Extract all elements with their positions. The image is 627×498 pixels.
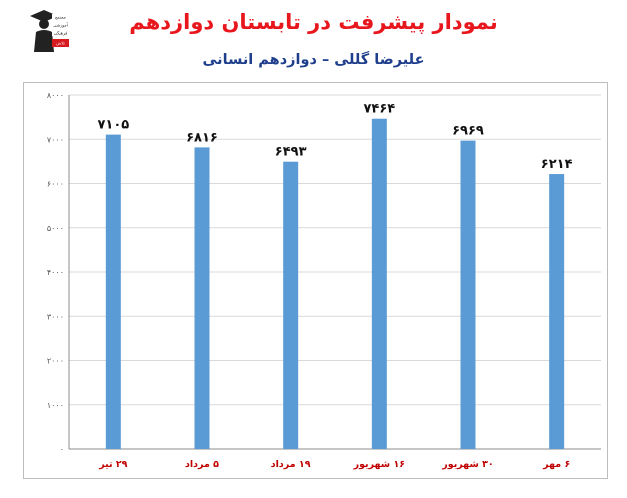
y-tick-label: ۵۰۰۰ bbox=[47, 224, 64, 233]
bar bbox=[194, 147, 210, 449]
bar bbox=[283, 161, 299, 449]
y-tick-label: ۰ bbox=[60, 445, 64, 454]
school-logo: مجتمع آموزشی فرهنگی تلاش bbox=[24, 6, 70, 54]
data-label: ۶۲۱۴ bbox=[541, 157, 573, 172]
bar bbox=[460, 140, 476, 449]
chart-area: ۰ ۱۰۰۰ ۲۰۰۰ ۳۰۰۰ ۴۰۰۰ ۵۰۰۰ ۶۰۰۰ ۷۰۰۰ ۸۰۰۰ ۷۱۰۵ ۲۹ … bbox=[23, 82, 608, 479]
data-label: ۶۹۶۹ bbox=[452, 124, 484, 139]
data-label: ۷۱۰۵ bbox=[97, 118, 129, 133]
x-tick-label: ۱۹ مرداد bbox=[271, 459, 311, 470]
y-tick-label: ۷۰۰۰ bbox=[47, 135, 64, 144]
chart-title: نمودار پیشرفت در تابستان دوازدهم bbox=[129, 10, 498, 34]
svg-text:آموزشی: آموزشی bbox=[53, 23, 68, 28]
x-tick-label: ۳۰ شهریور bbox=[441, 459, 493, 470]
y-tick-label: ۴۰۰۰ bbox=[47, 268, 64, 277]
chart-subtitle: علیرضا گللی – دوازدهم انسانی bbox=[202, 52, 425, 68]
x-tick-label: ۱۶ شهریور bbox=[353, 459, 405, 470]
bar-chart: ۰ ۱۰۰۰ ۲۰۰۰ ۳۰۰۰ ۴۰۰۰ ۵۰۰۰ ۶۰۰۰ ۷۰۰۰ ۸۰۰۰ ۷۱۰۵ ۲۹ … bbox=[47, 91, 601, 470]
y-tick-label: ۳۰۰۰ bbox=[47, 312, 64, 321]
y-tick-label: ۱۰۰۰ bbox=[47, 401, 64, 410]
y-tick-label: ۲۰۰۰ bbox=[47, 357, 64, 366]
svg-text:تلاش: تلاش bbox=[56, 41, 66, 46]
y-tick-label: ۶۰۰۰ bbox=[47, 180, 64, 189]
svg-text:فرهنگی: فرهنگی bbox=[54, 31, 68, 36]
svg-text:مجتمع: مجتمع bbox=[55, 15, 66, 20]
y-tick-label: ۸۰۰۰ bbox=[47, 91, 64, 100]
x-tick-label: ۲۹ تیر bbox=[98, 459, 127, 470]
bar bbox=[371, 118, 387, 449]
bar bbox=[549, 174, 565, 449]
x-tick-label: ۶ مهر bbox=[542, 459, 570, 470]
bar bbox=[105, 134, 121, 449]
data-label: ۶۸۱۶ bbox=[186, 130, 218, 145]
x-tick-label: ۵ مرداد bbox=[185, 459, 219, 470]
data-label: ۶۴۹۳ bbox=[275, 145, 307, 160]
data-label: ۷۴۶۴ bbox=[363, 102, 395, 117]
